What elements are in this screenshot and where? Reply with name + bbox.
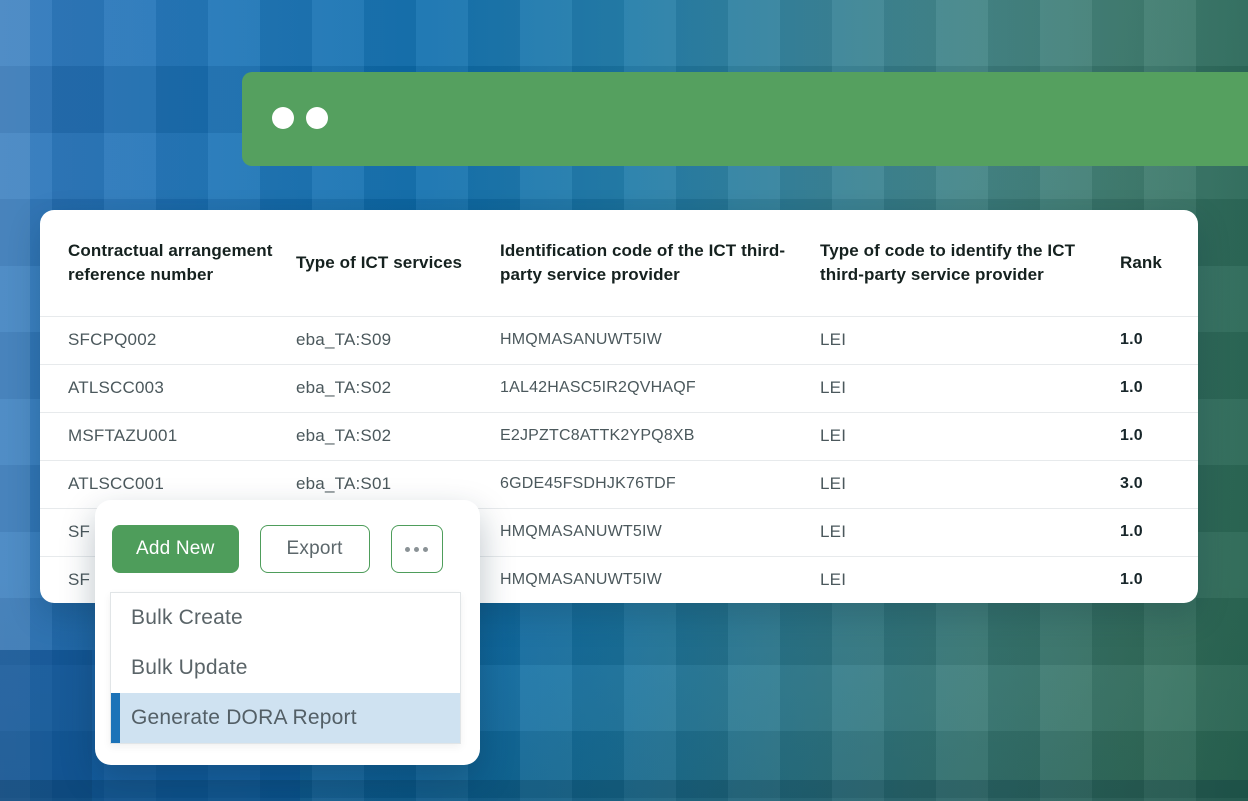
- cell-rank: 1.0: [1090, 507, 1198, 556]
- ellipsis-icon: [414, 546, 420, 552]
- window-dot-icon: [272, 107, 294, 129]
- table-row[interactable]: MSFTAZU001 eba_TA:S02 E2JPZTC8ATTK2YPQ8X…: [40, 411, 1198, 460]
- actions-button-row: Add New Export: [112, 525, 443, 573]
- table-row[interactable]: SFCPQ002 eba_TA:S09 HMQMASANUWT5IW LEI 1…: [40, 315, 1198, 364]
- cell-rank: 1.0: [1090, 363, 1198, 412]
- cell-rank: 1.0: [1090, 315, 1198, 364]
- background-bottom-strip: [0, 780, 1248, 801]
- cell-provider-code: HMQMASANUWT5IW: [500, 507, 812, 556]
- cell-code-type: LEI: [812, 315, 1090, 364]
- cell-rank: 3.0: [1090, 459, 1198, 508]
- menu-item-bulk-update[interactable]: Bulk Update: [131, 656, 248, 679]
- cell-provider-code: 6GDE45FSDHJK76TDF: [500, 459, 812, 508]
- cell-code-type: LEI: [812, 411, 1090, 460]
- cell-service-type: eba_TA:S02: [296, 363, 500, 412]
- ellipsis-icon: [405, 546, 411, 552]
- app-header-bar: [242, 72, 1248, 166]
- table-row[interactable]: ATLSCC003 eba_TA:S02 1AL42HASC5IR2QVHAQF…: [40, 363, 1198, 412]
- cell-code-type: LEI: [812, 507, 1090, 556]
- cell-code-type: LEI: [812, 363, 1090, 412]
- cell-rank: 1.0: [1090, 411, 1198, 460]
- column-header-code-type: Type of code to identify the ICT third-p…: [820, 241, 1076, 284]
- column-header-contract-ref: Contractual arrangement reference number: [68, 241, 273, 284]
- cell-contract-ref: SFCPQ002: [40, 315, 296, 364]
- menu-item-bulk-create[interactable]: Bulk Create: [131, 606, 243, 629]
- column-header-ict-service-type: Type of ICT services: [296, 253, 463, 273]
- menu-item-generate-dora-report[interactable]: Generate DORA Report: [111, 693, 460, 743]
- column-header-rank: Rank: [1120, 253, 1162, 273]
- table-row[interactable]: ATLSCC001 eba_TA:S01 6GDE45FSDHJK76TDF L…: [40, 459, 1198, 508]
- window-dot-icon: [306, 107, 328, 129]
- cell-provider-code: HMQMASANUWT5IW: [500, 555, 812, 603]
- cell-code-type: LEI: [812, 555, 1090, 603]
- cell-provider-code: 1AL42HASC5IR2QVHAQF: [500, 363, 812, 412]
- background-left-strip: [0, 0, 30, 801]
- cell-service-type: eba_TA:S09: [296, 315, 500, 364]
- column-header-provider-id-code: Identification code of the ICT third-par…: [500, 241, 786, 284]
- cell-service-type: eba_TA:S02: [296, 411, 500, 460]
- ict-services-table: Contractual arrangement reference number…: [40, 210, 1198, 603]
- table-header-row: Contractual arrangement reference number…: [40, 210, 1198, 316]
- actions-popup: Add New Export Bulk Create Bulk Update G…: [95, 500, 480, 765]
- cell-rank: 1.0: [1090, 555, 1198, 603]
- cell-contract-ref: MSFTAZU001: [40, 411, 296, 460]
- ellipsis-icon: [423, 546, 429, 552]
- more-actions-menu: Bulk Create Bulk Update Generate DORA Re…: [110, 592, 461, 744]
- cell-service-type: eba_TA:S01: [296, 459, 500, 508]
- cell-code-type: LEI: [812, 459, 1090, 508]
- cell-contract-ref: ATLSCC003: [40, 363, 296, 412]
- cell-provider-code: E2JPZTC8ATTK2YPQ8XB: [500, 411, 812, 460]
- background-bottom-left-block-dark: [0, 650, 92, 801]
- more-actions-button[interactable]: [390, 525, 443, 573]
- cell-provider-code: HMQMASANUWT5IW: [500, 315, 812, 364]
- cell-contract-ref: ATLSCC001: [40, 459, 296, 508]
- add-new-button[interactable]: Add New: [112, 525, 239, 573]
- export-button[interactable]: Export: [259, 525, 370, 573]
